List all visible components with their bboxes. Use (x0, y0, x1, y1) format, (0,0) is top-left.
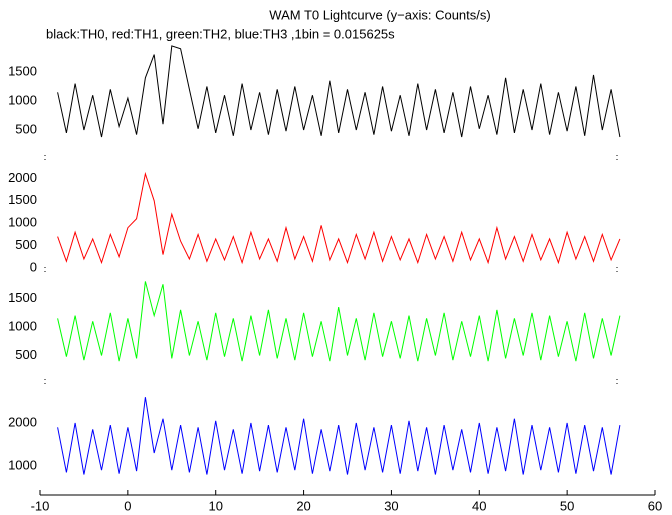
y-tick-label: 500 (15, 237, 37, 252)
y-tick-label: 1000 (8, 92, 37, 107)
x-tick-label: -10 (31, 498, 50, 513)
chart-subtitle: black:TH0, red:TH1, green:TH2, blue:TH3 … (46, 26, 395, 41)
light-curve (57, 281, 621, 362)
y-tick-label: 500 (15, 347, 37, 362)
x-tick-label: 10 (208, 498, 222, 513)
y-tick-label: 1000 (8, 457, 37, 472)
x-tick-label: 0 (124, 498, 131, 513)
y-tick-label: 1500 (8, 63, 37, 78)
y-tick-label: 1000 (8, 215, 37, 230)
x-tick-label: 20 (296, 498, 310, 513)
y-tick-label: 1500 (8, 290, 37, 305)
x-tick-label: 30 (384, 498, 398, 513)
x-tick-label: 60 (648, 498, 662, 513)
x-tick-label: 40 (472, 498, 486, 513)
y-tick-label: 2000 (8, 170, 37, 185)
y-tick-label: 500 (15, 121, 37, 136)
y-tick-label: 2000 (8, 414, 37, 429)
chart-title: WAM T0 Lightcurve (y−axis: Counts/s) (269, 7, 490, 22)
light-curve (57, 397, 621, 475)
y-tick-label: 0 (30, 259, 37, 274)
x-tick-label: 50 (560, 498, 574, 513)
y-tick-label: 1500 (8, 192, 37, 207)
light-curve (57, 45, 621, 138)
y-tick-label: 1000 (8, 318, 37, 333)
light-curve (57, 171, 621, 265)
